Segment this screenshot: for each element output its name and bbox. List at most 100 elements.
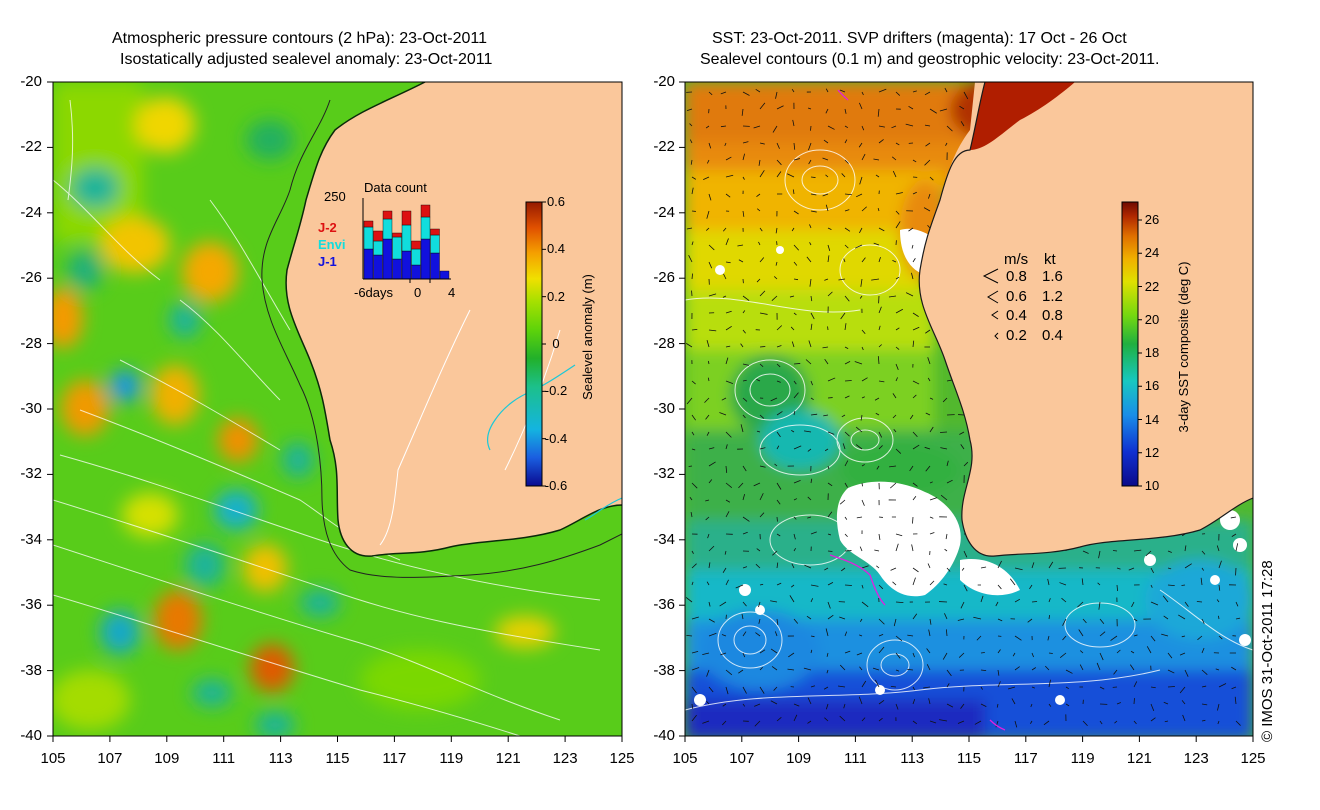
lon-label-left: 123 [552,750,578,767]
velocity-arrow [1201,550,1206,555]
velocity-arrow [1009,578,1016,586]
velocity-arrow [807,516,812,519]
velocity-arrow [753,125,761,129]
velocity-arrow [841,173,846,178]
inset-legend-envi: Envi [318,237,346,252]
velocity-arrow [793,158,800,161]
velocity-arrow [907,668,914,671]
velocity-arrow [742,210,745,217]
velocity-arrow [927,563,931,569]
velocity-arrow [980,652,985,654]
velocity-arrow [706,581,710,586]
velocity-arrow [861,396,865,399]
velocity-arrow [958,652,965,658]
velocity-arrow [839,664,846,671]
velocity-legend-kt-3: 0.8 [1042,307,1063,324]
lat-label-right: -36 [653,596,675,614]
velocity-arrow [944,613,948,620]
velocity-arrow [708,461,716,467]
velocity-arrow [1184,545,1187,552]
velocity-arrow [1184,669,1189,677]
lon-label-right: 105 [672,750,698,767]
velocity-arrow [1098,601,1101,610]
velocity-arrow [825,628,829,637]
velocity-arrow [872,667,880,671]
velocity-arrow [725,174,734,178]
velocity-arrow [1133,634,1138,637]
velocity-arrow [776,411,783,416]
velocity-arrow [1217,720,1220,725]
velocity-arrow [1218,560,1222,569]
velocity-arrow [793,392,799,399]
velocity-arrow [895,543,899,552]
velocity-arrow [827,227,832,230]
velocity-arrow [706,669,710,677]
velocity-arrow [858,696,863,705]
velocity-arrow [912,90,917,93]
velocity-arrow [859,634,863,637]
velocity-arrow [776,582,782,586]
left-colorbar-tick-label: 0.6 [546,194,566,209]
velocity-arrow [927,357,931,365]
velocity-arrow [793,278,799,281]
velocity-arrow [742,531,748,535]
velocity-arrow [804,564,812,569]
velocity-arrow [756,193,761,197]
right-colorbar-tick-label: 24 [1144,245,1160,261]
velocity-arrow [960,601,965,609]
velocity-arrow [876,565,880,569]
velocity-arrow [759,102,766,110]
velocity-arrow [912,444,920,450]
velocity-arrow [1096,662,1101,671]
inset-bar [430,252,440,280]
velocity-arrow [759,447,766,450]
velocity-arrow [1161,633,1169,637]
velocity-arrow [1014,720,1018,728]
velocity-arrow [810,531,817,535]
velocity-arrow [911,544,914,552]
velocity-arrow [793,479,801,484]
velocity-legend-ms-1: 0.8 [1006,268,1027,285]
velocity-arrow [1098,550,1101,559]
velocity-arrow [861,601,869,608]
velocity-arrow [912,482,918,487]
lon-label-left: 121 [495,750,521,767]
velocity-arrow [742,91,750,96]
left-colorbar-tick-label: 0 [552,336,560,351]
lon-label-right: 113 [900,750,925,767]
right-colorbar-tick-label: 16 [1144,378,1160,394]
sealevel-contours [685,149,1253,711]
velocity-arrow [924,91,931,96]
velocity-arrow [720,91,727,95]
velocity-arrow [706,227,710,231]
lat-label-left: -34 [20,530,42,548]
velocity-arrow [875,174,880,178]
velocity-arrow [1164,720,1169,723]
left-colorbar-tick-label: -0.6 [544,478,568,493]
velocity-arrow [810,413,818,416]
velocity-arrow [946,125,953,132]
velocity-arrow [793,210,799,215]
velocity-arrow [759,142,765,145]
velocity-arrow [844,533,848,538]
velocity-arrow [742,631,747,637]
lon-label-left: 105 [40,750,66,767]
velocity-arrow [1011,698,1016,705]
velocity-arrow [775,91,778,99]
velocity-arrow [844,346,849,349]
velocity-arrow [725,579,729,586]
velocity-arrow [1045,665,1050,671]
velocity-arrow [929,176,934,181]
inset-x-label-end: 4 [448,285,456,300]
velocity-arrow [792,119,795,127]
velocity-arrow [878,125,885,128]
velocity-arrow [771,295,778,301]
land-australia-right [918,82,1253,557]
left-colorbar-tick-label: 0.2 [546,288,566,304]
velocity-arrow [708,562,711,569]
velocity-arrow [741,108,744,116]
velocity-arrow [790,326,795,331]
velocity-arrow [756,278,761,283]
velocity-arrow [1081,578,1084,586]
velocity-arrow [895,635,903,642]
